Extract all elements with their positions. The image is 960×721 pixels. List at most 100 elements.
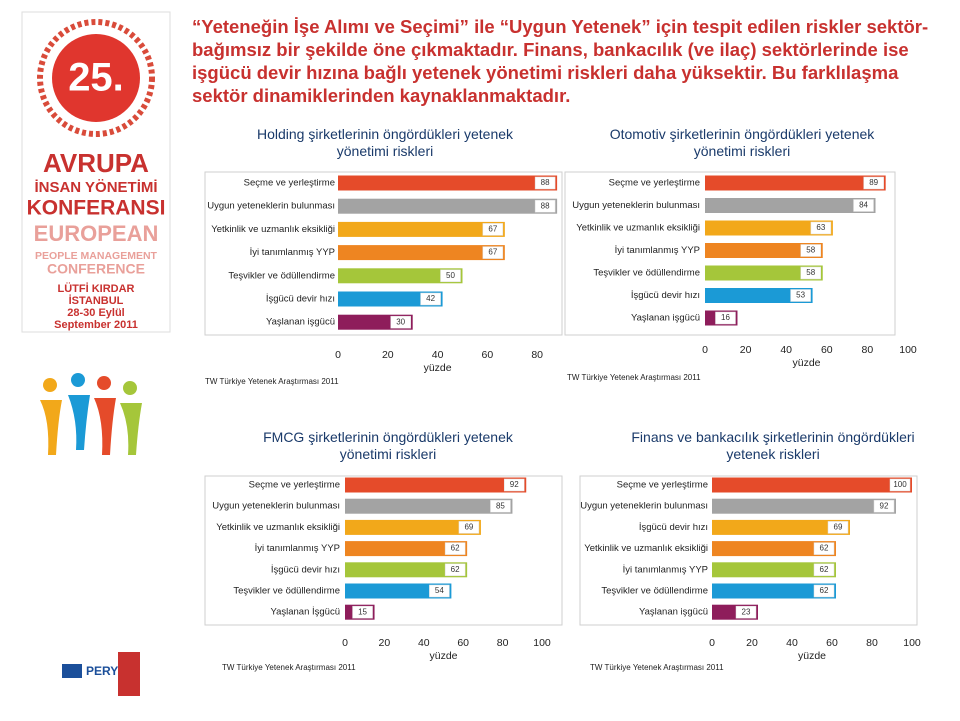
category-label: Uygun yeteneklerin bulunması xyxy=(212,501,340,512)
sidebar-line: KONFERANSI xyxy=(27,197,166,220)
source-note: TW Türkiye Yetenek Araştırması 2011 xyxy=(222,663,356,672)
value-box xyxy=(800,244,821,257)
category-label: Yaşlanan işgücü xyxy=(266,317,335,328)
x-tick-label: 20 xyxy=(382,349,394,361)
bar xyxy=(705,175,886,191)
sidebar-line: İNSAN YÖNETİMİ xyxy=(34,179,157,196)
bar xyxy=(345,519,481,535)
category-label: Seçme ve yerleştirme xyxy=(244,178,335,189)
value-box xyxy=(458,521,480,534)
x-tick-label: 0 xyxy=(342,637,348,649)
category-label: Teşvikler ve ödüllendirme xyxy=(601,586,708,597)
value-box xyxy=(810,221,832,235)
category-label: İşgücü devir hızı xyxy=(631,290,700,301)
value-box xyxy=(390,315,411,329)
bar xyxy=(345,562,468,578)
value-box xyxy=(813,584,835,598)
bar xyxy=(345,477,527,493)
value-box xyxy=(440,269,461,283)
plot-frame xyxy=(204,475,563,626)
x-tick-label: 60 xyxy=(482,349,494,361)
value-label: 92 xyxy=(880,501,889,510)
bar xyxy=(712,583,836,599)
x-tick-label: 100 xyxy=(533,637,551,649)
logo-ring xyxy=(37,19,155,137)
figures xyxy=(40,373,142,455)
value-box xyxy=(444,542,466,555)
value-label: 30 xyxy=(396,317,405,326)
value-label: 88 xyxy=(541,201,550,210)
value-box xyxy=(813,542,835,555)
value-box xyxy=(534,176,556,190)
bar xyxy=(712,477,912,493)
category-label: İyi tanımlanmış YYP xyxy=(623,564,708,575)
value-label: 69 xyxy=(464,523,473,532)
value-label: 84 xyxy=(859,201,868,210)
bar xyxy=(345,541,468,557)
category-label: İyi tanımlanmış YYP xyxy=(255,543,340,554)
value-box xyxy=(482,246,504,259)
value-box xyxy=(863,176,884,190)
value-label: 100 xyxy=(893,480,907,489)
bar xyxy=(712,498,896,514)
value-box xyxy=(503,478,525,492)
bar xyxy=(345,498,513,514)
heading-line: bağımsız bir şekilde öne çıkmaktadır. Fi… xyxy=(192,39,909,60)
bar xyxy=(712,541,836,557)
value-label: 62 xyxy=(820,586,829,595)
x-tick-label: 60 xyxy=(826,637,838,649)
x-tick-label: 20 xyxy=(740,344,752,356)
x-tick-label: 0 xyxy=(709,637,715,649)
sidebar-line: AVRUPA xyxy=(43,148,149,178)
value-label: 88 xyxy=(541,178,550,187)
category-label: Uygun yeteneklerin bulunması xyxy=(572,200,700,211)
value-label: 54 xyxy=(435,586,444,595)
x-tick-label: 0 xyxy=(702,344,708,356)
category-label: Teşvikler ve ödüllendirme xyxy=(233,586,340,597)
bar xyxy=(338,268,463,284)
category-label: İşgücü devir hızı xyxy=(266,294,335,305)
x-tick-label: 20 xyxy=(746,637,758,649)
value-box xyxy=(534,199,556,213)
value-label: 58 xyxy=(806,246,815,255)
bar xyxy=(338,245,505,261)
chart-title: Finans ve bankacılık şirketlerinin öngör… xyxy=(631,429,915,462)
chart-title: Holding şirketlerinin öngördükleri yeten… xyxy=(256,126,514,159)
value-label: 23 xyxy=(742,607,751,616)
plot-frame xyxy=(204,171,563,336)
heading-line: işgücü devir hızına bağlı yetenek yöneti… xyxy=(192,62,899,83)
x-tick-label: 80 xyxy=(866,637,878,649)
value-box xyxy=(853,199,874,212)
category-label: Yetkinlik ve uzmanlık eksikliği xyxy=(576,223,700,234)
x-tick-label: 80 xyxy=(497,637,509,649)
sidebar-line: İSTANBUL xyxy=(69,294,124,307)
bar xyxy=(338,221,505,237)
logo-disc xyxy=(52,34,140,122)
value-box xyxy=(800,266,821,280)
x-tick-label: 100 xyxy=(903,637,921,649)
x-tick-label: 80 xyxy=(862,344,874,356)
category-label: Seçme ve yerleştirme xyxy=(249,480,340,491)
x-tick-label: 40 xyxy=(786,637,798,649)
peryon-mark xyxy=(62,664,82,678)
sidebar-line: CONFERENCE xyxy=(47,261,145,277)
sidebar-line: LÜTFİ KIRDAR xyxy=(58,282,135,295)
bar xyxy=(705,265,823,281)
value-box xyxy=(429,584,450,598)
value-box xyxy=(482,223,504,236)
bar xyxy=(712,562,836,578)
value-label: 53 xyxy=(796,291,805,300)
category-label: Yaşlanan işgücü xyxy=(639,607,708,618)
category-label: Uygun yeteneklerin bulunması xyxy=(207,201,335,212)
bar xyxy=(338,198,558,214)
category-label: İyi tanımlanmış YYP xyxy=(615,245,700,256)
value-label: 62 xyxy=(820,544,829,553)
category-label: Yetkinlik ve uzmanlık eksikliği xyxy=(211,224,335,235)
value-box xyxy=(352,605,373,619)
value-box xyxy=(873,499,895,513)
x-tick-label: 100 xyxy=(899,344,917,356)
heading-line: “Yeteneğin İşe Alımı ve Seçimi” ile “Uyg… xyxy=(192,16,929,37)
bar xyxy=(705,243,823,258)
sidebar-line: 28-30 Eylül xyxy=(67,307,124,319)
